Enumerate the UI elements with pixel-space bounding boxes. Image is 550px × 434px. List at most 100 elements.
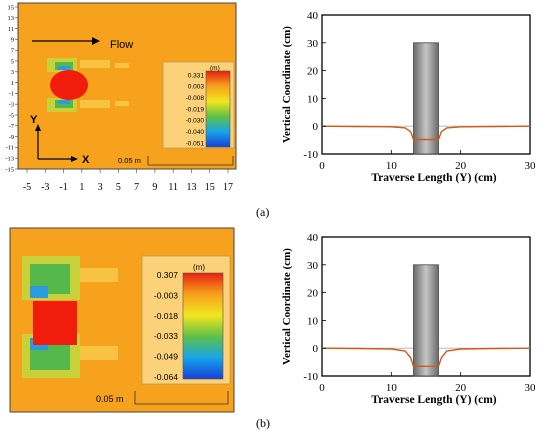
heatmap-b-pier [33, 301, 77, 345]
flow-label: Flow [110, 39, 133, 51]
heatmap-a-x-tick-label: -1 [59, 182, 67, 193]
heatmap-a-colorbar-tick-label: -0.040 [186, 129, 205, 136]
profile-a-y-axis-label: Vertical Coordinate (cm) [281, 26, 293, 143]
heatmap-a-x-tick-label: 5 [116, 182, 121, 193]
profile-b-x-axis-label: Traverse Length (Y) (cm) [371, 394, 496, 406]
heatmap-a-x-tick-label: 1 [79, 182, 84, 193]
heatmap-a-colorbar-tick-label: -0.008 [186, 95, 205, 102]
heatmap-b-colorbar-tick-label: -0.064 [154, 372, 178, 382]
heatmap-b-scour-top-core [30, 286, 48, 298]
heatmap-a-x-ticks: -5 -3 -1 1 3 5 7 9 11 13 15 17 [23, 169, 233, 193]
heatmap-a-colorbar-tick-label: -0.019 [186, 106, 205, 113]
heatmap-b-scale-bar [134, 391, 229, 405]
panel-label-b: (b) [256, 416, 270, 430]
profile-chart-b: 40 30 20 10 0 -10 0 10 20 30 Traverse Length (Y) (… [270, 222, 550, 422]
heatmap-a-x-tick-label: 15 [205, 182, 215, 193]
heatmap-a-y-tick-label: -3 [9, 102, 14, 109]
heatmap-a-y-tick-label: 1 [11, 80, 14, 87]
profile-b-x-tick-label: 10 [386, 382, 398, 394]
heatmap-a-y-tick-label: 9 [11, 37, 14, 44]
heatmap-a-x-tick-label: 3 [98, 182, 103, 193]
heatmap-a-pier [50, 70, 88, 100]
heatmap-a-y-tick-label: -9 [9, 134, 14, 141]
profile-b-y-tick-label: 40 [307, 232, 319, 244]
heatmap-a-scale-bar [147, 156, 234, 166]
heatmap-a-y-tick-label: 7 [11, 48, 15, 55]
heatmap-b-wake-bottom [78, 346, 118, 360]
profile-a-y-tick-label: 10 [307, 93, 319, 105]
heatmap-a-y-tick-label: -15 [5, 166, 14, 173]
heatmap-a-scour-top-core [58, 66, 70, 70]
profile-a-y-tick-label: 30 [307, 38, 319, 50]
profile-b-y-axis-label: Vertical Coordinate (cm) [281, 248, 293, 365]
profile-b-y-tick-label: 10 [307, 315, 319, 327]
flow-arrow-head [92, 37, 100, 45]
heatmap-a-y-tick-label: 11 [8, 26, 14, 33]
heatmap-a-wake-top-far [115, 63, 129, 68]
heatmap-a-colorbar [205, 70, 231, 148]
heatmap-a-x-tick-label: 7 [134, 182, 139, 193]
heatmap-a: (m) 0.331 0.003 -0.008 -0.019 -0.030 -0.040 -0… [0, 0, 240, 200]
heatmap-a-wake-bottom-far [115, 101, 129, 106]
heatmap-b-colorbar-tick-label: -0.018 [154, 311, 178, 321]
heatmap-a-colorbar-tick-label: -0.051 [186, 140, 205, 147]
profile-b-pier [413, 264, 439, 377]
profile-a-x-tick-label: 0 [319, 160, 325, 172]
heatmap-a-x-tick-label: 13 [186, 182, 196, 193]
profile-b-x-tick-label: 20 [455, 382, 467, 394]
profile-a-bed-profile-line [321, 125, 531, 141]
heatmap-a-y-tick-label: 13 [8, 15, 15, 22]
profile-a-x-tick-label: 10 [386, 160, 398, 172]
heatmap-b-svg: (m) 0.307-0.003-0.018-0.033-0.049-0.064 … [9, 227, 235, 413]
heatmap-a-y-tick-label: 5 [11, 58, 14, 65]
profile-b-bed-profile-line [321, 347, 531, 367]
heatmap-a-y-tick-label: -11 [6, 145, 14, 152]
heatmap-b-colorbar-tick-label: -0.049 [154, 352, 178, 362]
profile-b-y-tick-label: 20 [307, 288, 319, 300]
profile-a-y-tick-label: 20 [307, 66, 319, 78]
heatmap-b-colorbar-unit: (m) [193, 263, 205, 272]
heatmap-a-y-tick-label: 3 [11, 69, 14, 76]
profile-a-y-tick-label: -10 [303, 149, 318, 161]
heatmap-a-x-tick-label: -5 [23, 182, 31, 193]
profile-b-x-tick-label: 30 [525, 382, 537, 394]
heatmap-a-y-ticks: 15 13 11 9 7 5 3 1 -1 -3 -5 -7 -9 -11 -13 -15 [5, 4, 18, 173]
heatmap-a-colorbar-tick-label: -0.030 [186, 118, 205, 125]
heatmap-a-wake-top [80, 60, 110, 68]
heatmap-b-colorbar [182, 272, 224, 380]
heatmap-a-y-tick-label: -1 [9, 91, 14, 98]
heatmap-a-x-tick-label: 9 [152, 182, 157, 193]
heatmap-b-wake-top [78, 268, 118, 282]
profile-b-y-tick-label: 0 [313, 343, 319, 355]
y-axis-letter: Y [30, 114, 38, 126]
profile-a-x-tick-label: 20 [455, 160, 467, 172]
heatmap-a-wake-bottom [80, 100, 110, 108]
x-axis-glyph-head [71, 156, 78, 162]
heatmap-b-colorbar-tick-label: 0.307 [157, 270, 179, 280]
heatmap-a-svg: (m) 0.331 0.003 -0.008 -0.019 -0.030 -0.040 -0… [5, 2, 237, 193]
profile-a-x-tick-label: 30 [525, 160, 537, 172]
profile-a-y-tick-label: 40 [307, 10, 319, 22]
panel-label-a: (a) [256, 205, 270, 219]
heatmap-a-colorbar-tick-label: 0.003 [188, 84, 205, 91]
heatmap-a-scour-bottom-core [58, 100, 70, 104]
heatmap-b-scale-label: 0.05 m [96, 394, 124, 404]
heatmap-a-y-tick-label: 15 [8, 4, 15, 11]
profile-b-y-tick-label: 30 [307, 260, 319, 272]
profile-a-pier [413, 42, 439, 155]
heatmap-a-colorbar-tick-label: 0.331 [188, 72, 205, 79]
heatmap-a-colorbar-unit: (m) [210, 65, 220, 72]
heatmap-a-y-tick-label: -5 [9, 112, 14, 119]
profile-a-y-tick-label: 0 [313, 121, 319, 133]
heatmap-a-x-tick-label: 17 [223, 182, 233, 193]
profile-a-x-axis-label: Traverse Length (Y) (cm) [371, 172, 496, 184]
x-axis-letter: X [82, 154, 90, 166]
heatmap-a-x-tick-label: 11 [168, 182, 178, 193]
profile-b-x-tick-label: 0 [319, 382, 325, 394]
heatmap-b-colorbar-tick-label: -0.033 [154, 331, 178, 341]
heatmap-a-y-tick-label: -13 [5, 156, 14, 163]
y-axis-glyph-head [35, 124, 41, 131]
heatmap-b: (m) 0.307 -0.003 -0.018 -0.033 -0.049 -0.064 … [0, 226, 240, 416]
